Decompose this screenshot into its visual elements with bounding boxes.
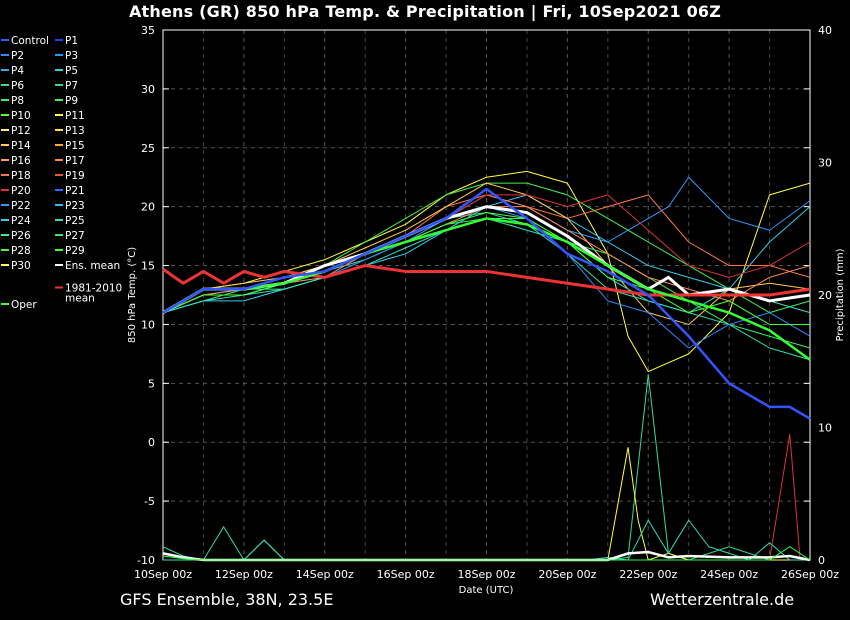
y-tick-label: 35: [141, 24, 155, 37]
y-tick-label: 20: [141, 201, 155, 214]
precip-line: [162, 374, 810, 561]
y2-tick-label: 0: [818, 554, 825, 567]
legend-label: P13: [65, 125, 85, 137]
x-tick-label: 10Sep 00z: [134, 568, 192, 581]
legend-label: Control: [11, 35, 49, 47]
series-line: [162, 217, 811, 361]
y-tick-label: -5: [144, 495, 155, 508]
y2-tick-label: 10: [818, 422, 832, 435]
y-axis-label: 850 hPa Temp. (°C): [127, 247, 138, 343]
x-tick-label: 16Sep 00z: [377, 568, 435, 581]
legend-label: P8: [11, 95, 24, 107]
precip-line: [163, 447, 810, 561]
series-line: [162, 187, 811, 420]
y-tick-label: 30: [141, 83, 155, 96]
legend: Control P1 P2 P3 P4 P5 P6 P7 P8 P9 P10 P11 P12 P13 P14…: [1, 35, 122, 311]
footer-model-info: GFS Ensemble, 38N, 23.5E: [120, 590, 334, 609]
legend-label: P2: [11, 50, 24, 62]
temperature-lines: [162, 170, 811, 420]
legend-label: P19: [65, 170, 85, 182]
x-axis-label: Date (UTC): [459, 585, 514, 596]
y2-axis-label: Precipitation (mm): [835, 248, 846, 341]
legend-label: Ens. mean: [65, 260, 120, 272]
legend-label: P11: [65, 110, 85, 122]
precipitation-lines: [162, 374, 811, 562]
y2-tick-label: 20: [818, 289, 832, 302]
legend-label: P10: [11, 110, 31, 122]
precip-line: [163, 519, 810, 561]
legend-label: P1: [65, 35, 78, 47]
series-line: [162, 182, 811, 325]
legend-label: P30: [11, 260, 31, 272]
legend-label: P28: [11, 245, 31, 257]
y2-axis-ticks: 0 10 20 30 40: [818, 24, 832, 567]
x-tick-label: 26Sep 00z: [781, 568, 839, 581]
legend-label: P26: [11, 230, 31, 242]
legend-label: P23: [65, 200, 85, 212]
legend-label: P18: [11, 170, 31, 182]
precip-line: [162, 546, 811, 561]
legend-label: P27: [65, 230, 85, 242]
x-tick-label: 24Sep 00z: [700, 568, 758, 581]
y2-tick-label: 40: [818, 24, 832, 37]
x-tick-label: 20Sep 00z: [538, 568, 596, 581]
legend-label: P16: [11, 155, 31, 167]
x-tick-label: 18Sep 00z: [458, 568, 516, 581]
legend-label: P22: [11, 200, 31, 212]
x-axis-ticks: 10Sep 00z 12Sep 00z 14Sep 00z 16Sep 00z 18Se…: [134, 568, 839, 581]
legend-label: mean: [65, 293, 95, 305]
legend-label: P24: [11, 215, 31, 227]
x-tick-label: 12Sep 00z: [215, 568, 273, 581]
legend-label: P9: [65, 95, 78, 107]
legend-label: P15: [65, 140, 85, 152]
legend-label: P25: [65, 215, 85, 227]
legend-label: P4: [11, 65, 24, 77]
legend-label: P7: [65, 80, 78, 92]
legend-label: Oper: [11, 299, 37, 311]
legend-label: P14: [11, 140, 31, 152]
y-tick-label: 5: [148, 377, 155, 390]
footer-source: Wetterzentrale.de: [650, 590, 795, 609]
legend-label: P12: [11, 125, 31, 137]
y2-tick-label: 30: [818, 157, 832, 170]
legend-label: P3: [65, 50, 78, 62]
series-line: [162, 212, 810, 325]
y-tick-label: 10: [141, 318, 155, 331]
chart-title: Athens (GR) 850 hPa Temp. & Precipitatio…: [128, 2, 722, 21]
y-tick-label: 0: [148, 436, 155, 449]
x-tick-label: 14Sep 00z: [296, 568, 354, 581]
x-tick-label: 22Sep 00z: [619, 568, 677, 581]
legend-label: 1981-2010: [65, 283, 122, 295]
legend-label: P20: [11, 185, 31, 197]
legend-label: P6: [11, 80, 24, 92]
legend-label: P21: [65, 185, 85, 197]
y-tick-label: 25: [141, 142, 155, 155]
y-tick-label: 15: [141, 260, 155, 273]
series-line: [162, 264, 811, 297]
legend-label: P5: [65, 65, 78, 77]
y-tick-label: -10: [137, 554, 155, 567]
legend-label: P17: [65, 155, 85, 167]
legend-label: P29: [65, 245, 85, 257]
